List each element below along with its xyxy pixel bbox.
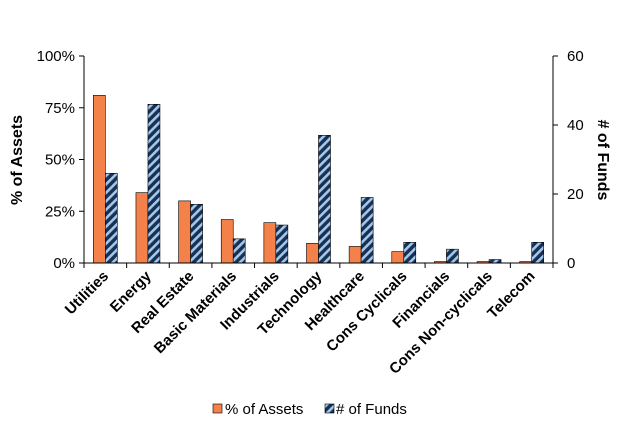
bar-assets <box>263 222 277 264</box>
left-tick-label: 25% <box>45 203 75 220</box>
left-tick-label: 100% <box>37 48 75 65</box>
bar-funds <box>318 135 331 264</box>
bar-assets <box>135 192 149 264</box>
bar-assets <box>93 95 106 264</box>
plot-area <box>83 56 554 268</box>
bar-funds <box>531 242 544 264</box>
category-label: Utilities <box>62 268 112 318</box>
right-tick-label: 20 <box>567 186 584 203</box>
left-axis-ticks: 0% 25% 50% 75% 100% <box>37 48 84 272</box>
right-tick-label: 60 <box>567 48 584 65</box>
legend-label-funds: # of Funds <box>336 401 407 418</box>
legend-swatch-funds <box>324 403 335 414</box>
bar-funds <box>232 238 246 264</box>
bar-funds <box>190 204 203 264</box>
bar-funds <box>275 224 289 264</box>
bar-funds <box>360 197 374 264</box>
bar-assets <box>306 243 319 264</box>
bar-assets <box>348 246 362 264</box>
bar-assets <box>178 200 191 264</box>
bar-funds <box>403 242 417 264</box>
bar-assets <box>391 251 405 264</box>
right-axis-ticks: 0 20 40 60 <box>553 48 584 272</box>
bar-funds <box>488 259 502 264</box>
right-tick-label: 0 <box>567 255 575 272</box>
category-label: Telecom <box>484 268 538 322</box>
left-tick-label: 50% <box>45 152 75 169</box>
bar-assets <box>220 219 234 264</box>
left-tick-label: 75% <box>45 100 75 117</box>
right-axis-title: # of Funds <box>594 120 611 201</box>
left-axis-title: % of Assets <box>9 115 26 205</box>
legend-label-assets: % of Assets <box>225 401 303 418</box>
legend-swatch-assets <box>212 403 223 414</box>
bar-funds <box>105 173 118 264</box>
bar-funds <box>446 248 459 264</box>
right-tick-label: 40 <box>567 117 584 134</box>
legend: % of Assets # of Funds <box>212 401 407 418</box>
left-tick-label: 0% <box>53 255 75 272</box>
bar-funds <box>147 104 161 264</box>
